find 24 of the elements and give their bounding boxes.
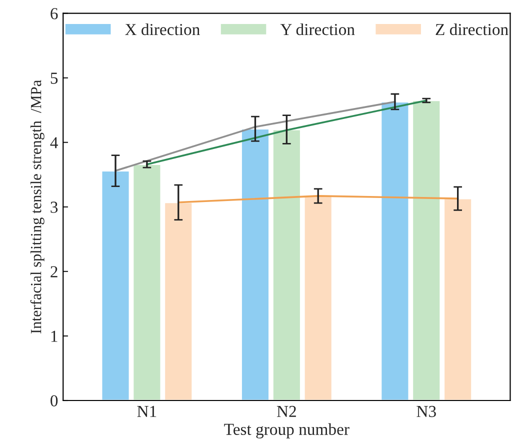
y-tick-label: 0: [50, 395, 58, 406]
bar: [240, 128, 270, 400]
x-tick-label: N2: [276, 406, 296, 417]
y-axis-title: Interfacial splitting tensile strength /MPa: [30, 80, 44, 334]
bar: [272, 128, 302, 400]
y-tick-label: 1: [51, 330, 58, 342]
legend-label: X direction: [125, 23, 200, 36]
y-tick-label: 5: [50, 72, 58, 84]
bar: [164, 202, 194, 400]
x-tick-label: N1: [137, 406, 156, 417]
y-tick-label: 4: [50, 137, 58, 148]
y-tick-label: 6: [50, 8, 58, 20]
bar: [412, 100, 442, 400]
bar: [303, 195, 333, 400]
bar: [443, 198, 472, 400]
bar: [380, 101, 410, 400]
bar: [132, 164, 162, 400]
x-tick-label: N3: [416, 406, 436, 418]
y-tick-label: 2: [50, 266, 58, 278]
legend-label: Y direction: [280, 23, 355, 36]
x-axis-title: Test group number: [224, 423, 350, 438]
y-tick-label: 3: [50, 202, 58, 213]
bar: [100, 170, 130, 400]
legend-label: Z direction: [436, 23, 508, 36]
